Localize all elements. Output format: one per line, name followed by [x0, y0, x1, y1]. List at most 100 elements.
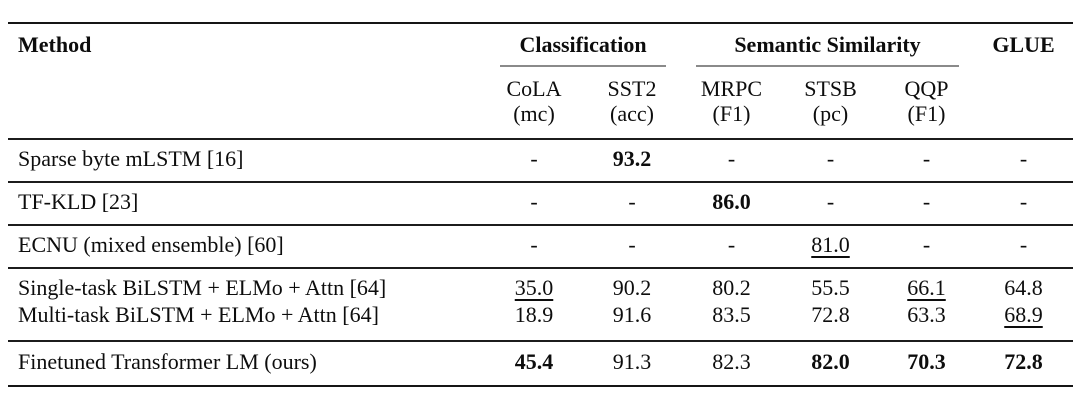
- table-row: Single-task BiLSTM + ELMo + Attn [64] 35.…: [8, 268, 1073, 301]
- table-row: TF-KLD [23] - - 86.0 - - -: [8, 182, 1073, 225]
- no-value-dash: -: [628, 188, 636, 214]
- value-cell: -: [974, 225, 1073, 268]
- score-value: 18.9: [514, 301, 554, 327]
- row-group-2: ECNU (mixed ensemble) [60] - - - 81.0 - -: [8, 224, 1073, 268]
- value-cell: 68.9: [974, 301, 1073, 341]
- column-metric: (F1): [712, 100, 751, 126]
- group-header-row: Method Classification Semantic Similarit…: [8, 23, 1073, 67]
- no-value-dash: -: [727, 145, 736, 171]
- value-cell: 90.2: [583, 268, 681, 301]
- score-value: 55.5: [811, 274, 850, 300]
- method-cell: Single-task BiLSTM + ELMo + Attn [64]: [18, 274, 387, 300]
- no-value-dash: -: [1019, 231, 1028, 257]
- value-cell: 80.2: [681, 268, 782, 301]
- column-header-method: Method: [18, 32, 92, 57]
- no-value-dash: -: [1019, 145, 1028, 171]
- semantic-similarity-group-rule: [696, 65, 959, 67]
- value-cell: -: [879, 182, 974, 225]
- value-cell: 45.4: [485, 341, 583, 386]
- group-label-classification: Classification: [519, 32, 647, 57]
- score-value: 90.2: [612, 274, 652, 300]
- paper-table-figure: Method Classification Semantic Similarit…: [8, 22, 1073, 387]
- score-value: 72.8: [1004, 348, 1043, 374]
- method-cell: Multi-task BiLSTM + ELMo + Attn [64]: [18, 301, 379, 327]
- no-value-dash: -: [826, 145, 835, 171]
- value-cell: -: [974, 182, 1073, 225]
- group-header-semantic-similarity: Semantic Similarity: [681, 23, 974, 67]
- column-metric: (mc): [513, 100, 555, 126]
- method-cell: TF-KLD [23]: [18, 188, 139, 214]
- no-value-dash: -: [530, 231, 538, 257]
- value-cell: -: [879, 225, 974, 268]
- value-cell: -: [782, 139, 879, 182]
- row-group-4: Finetuned Transformer LM (ours) 45.4 91.3 8…: [8, 340, 1073, 386]
- column-name: STSB: [804, 75, 857, 101]
- value-cell: -: [485, 182, 583, 225]
- table-row: ECNU (mixed ensemble) [60] - - - 81.0 - -: [8, 225, 1073, 268]
- value-cell: 91.3: [583, 341, 681, 386]
- score-value: 86.0: [712, 188, 751, 214]
- column-name: QQP: [904, 75, 949, 101]
- column-name: MRPC: [700, 75, 763, 101]
- no-value-dash: -: [922, 145, 931, 171]
- column-header-mrpc: MRPC (F1): [681, 67, 782, 139]
- value-cell: -: [681, 139, 782, 182]
- score-value: 91.6: [612, 301, 652, 327]
- value-cell: 63.3: [879, 301, 974, 341]
- value-cell: 35.0: [485, 268, 583, 301]
- score-value: 82.0: [811, 348, 850, 374]
- method-cell: Sparse byte mLSTM [16]: [18, 145, 244, 171]
- value-cell: -: [879, 139, 974, 182]
- column-header-qqp: QQP (F1): [879, 67, 974, 139]
- value-cell: 81.0: [782, 225, 879, 268]
- row-group-0: Sparse byte mLSTM [16] - 93.2 - - - -: [8, 138, 1073, 182]
- no-value-dash: -: [530, 145, 538, 171]
- group-header-classification: Classification: [485, 23, 681, 67]
- value-cell: -: [974, 139, 1073, 182]
- group-label-semantic-similarity: Semantic Similarity: [734, 32, 921, 57]
- value-cell: 93.2: [583, 139, 681, 182]
- score-value: 64.8: [1004, 274, 1043, 300]
- value-cell: 82.0: [782, 341, 879, 386]
- value-cell: 72.8: [782, 301, 879, 341]
- score-value: 91.3: [612, 348, 652, 374]
- classification-group-rule: [500, 65, 666, 67]
- score-value: 80.2: [712, 274, 751, 300]
- no-value-dash: -: [922, 188, 931, 214]
- value-cell: -: [485, 139, 583, 182]
- no-value-dash: -: [628, 231, 636, 257]
- value-cell: 18.9: [485, 301, 583, 341]
- column-name: CoLA: [506, 75, 562, 101]
- table-row: Multi-task BiLSTM + ELMo + Attn [64] 18.9…: [8, 301, 1073, 341]
- value-cell: -: [583, 225, 681, 268]
- column-header-cola: CoLA (mc): [485, 67, 583, 139]
- score-value: 70.3: [907, 348, 946, 374]
- row-group-1: TF-KLD [23] - - 86.0 - - -: [8, 181, 1073, 225]
- score-value: 35.0: [514, 274, 554, 300]
- value-cell: -: [782, 182, 879, 225]
- value-cell: 72.8: [974, 341, 1073, 386]
- score-value: 66.1: [907, 274, 946, 300]
- no-value-dash: -: [826, 188, 835, 214]
- no-value-dash: -: [530, 188, 538, 214]
- column-metric: (F1): [907, 100, 946, 126]
- value-cell: 55.5: [782, 268, 879, 301]
- score-value: 82.3: [712, 348, 751, 374]
- score-value: 81.0: [811, 231, 850, 257]
- row-group-3: Single-task BiLSTM + ELMo + Attn [64] 35.…: [8, 267, 1073, 341]
- value-cell: 70.3: [879, 341, 974, 386]
- subcolumn-header-row: CoLA (mc) SST2 (acc) MRPC (F1) STSB (pc)…: [8, 67, 1073, 139]
- value-cell: 83.5: [681, 301, 782, 341]
- column-metric: (pc): [812, 100, 849, 126]
- value-cell: -: [681, 225, 782, 268]
- score-value: 83.5: [712, 301, 751, 327]
- score-value: 68.9: [1004, 301, 1043, 327]
- score-value: 93.2: [612, 145, 652, 171]
- no-value-dash: -: [1019, 188, 1028, 214]
- method-cell: ECNU (mixed ensemble) [60]: [18, 231, 284, 257]
- column-header-stsb: STSB (pc): [782, 67, 879, 139]
- score-value: 45.4: [514, 348, 554, 374]
- table-header: Method Classification Semantic Similarit…: [8, 23, 1073, 139]
- results-table: Method Classification Semantic Similarit…: [8, 22, 1073, 387]
- column-name: SST2: [607, 75, 657, 101]
